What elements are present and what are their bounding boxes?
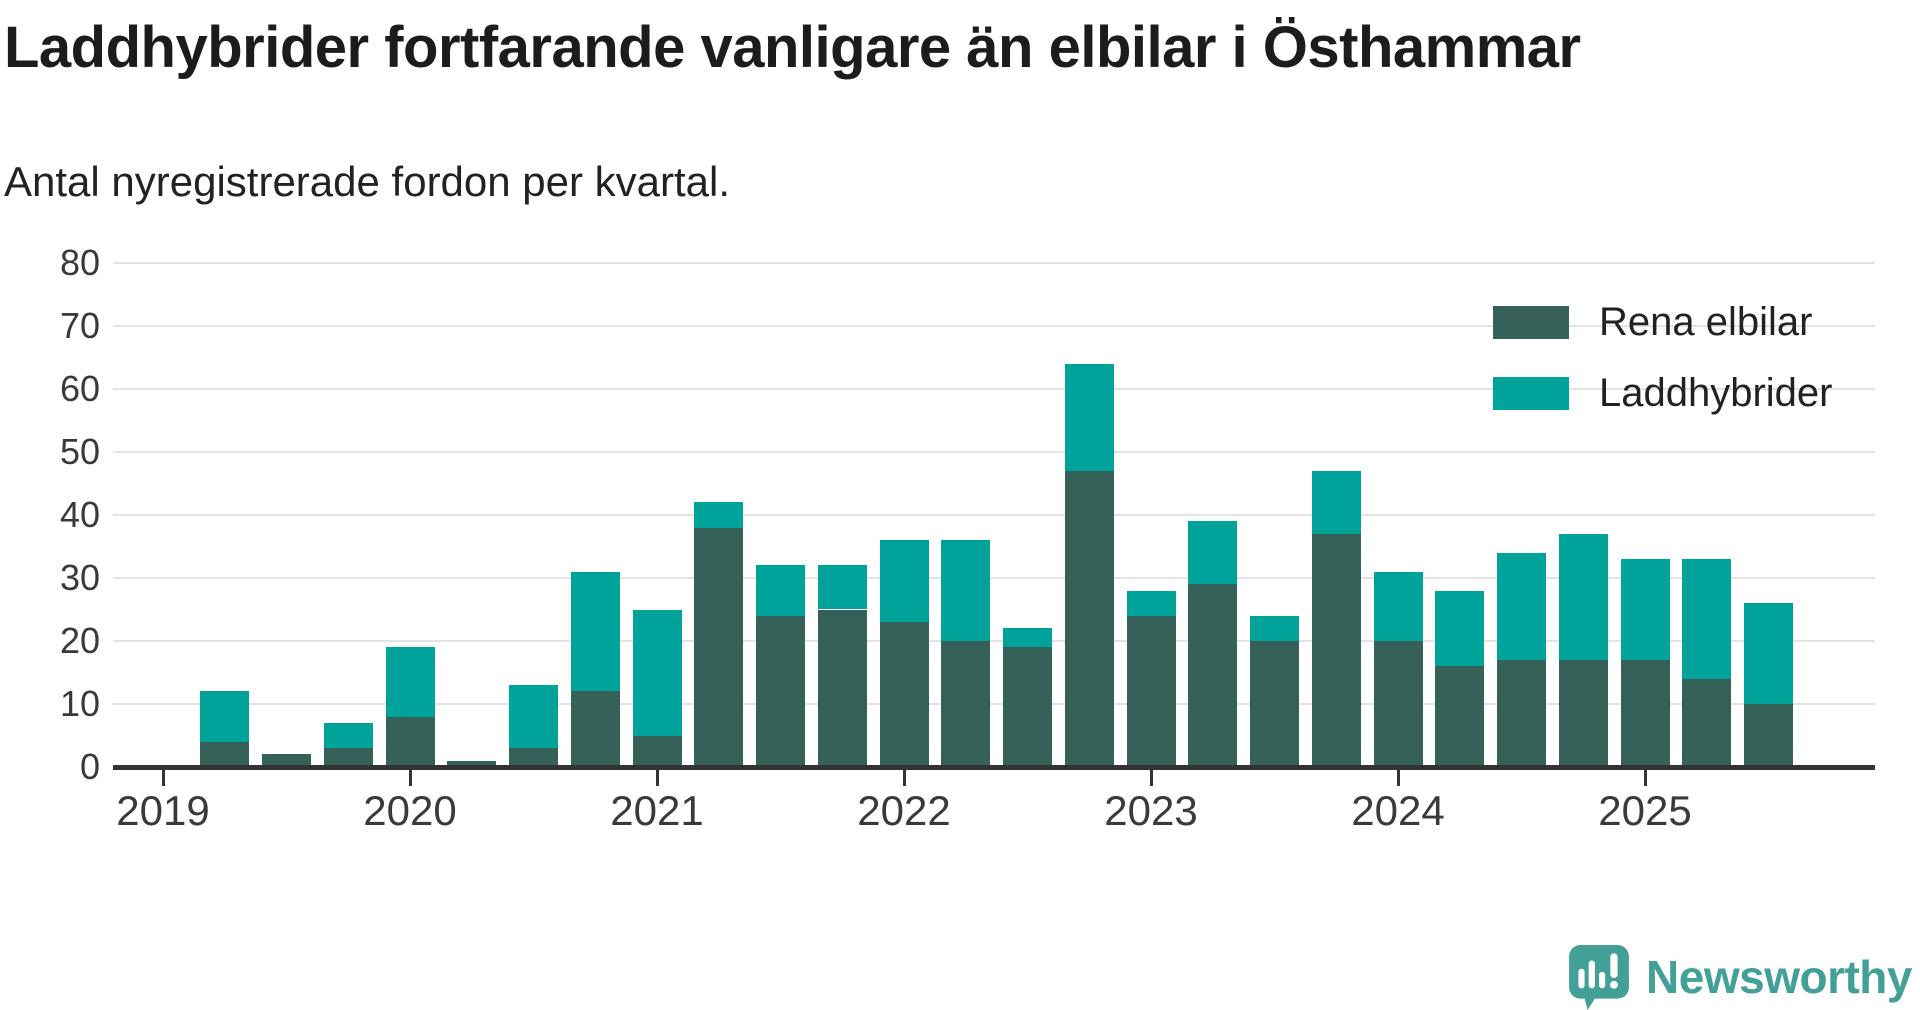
gridline-y-80 xyxy=(113,262,1875,264)
bar-2021-q2-rena-elbilar xyxy=(694,527,744,767)
bar-2020-q1-rena-elbilar xyxy=(385,716,435,767)
bar-2020-q4-laddhybrider xyxy=(570,571,620,692)
bar-2024-q4-laddhybrider xyxy=(1558,533,1608,660)
speech-bubble-bar-chart-exclamation-icon xyxy=(1569,945,1629,1010)
y-axis-tick-label: 70 xyxy=(59,305,100,346)
gridline-y-50 xyxy=(113,451,1875,453)
y-axis-tick-label: 80 xyxy=(59,242,100,283)
y-axis-tick-label: 60 xyxy=(59,368,100,409)
bar-2025-q2-laddhybrider xyxy=(1682,559,1732,679)
bar-2023-q2-rena-elbilar xyxy=(1188,584,1238,767)
bar-2025-q3-laddhybrider xyxy=(1744,603,1793,704)
x-axis-tick-2019 xyxy=(161,770,165,786)
legend-label: Rena elbilar xyxy=(1599,300,1813,344)
bar-2020-q4-rena-elbilar xyxy=(570,691,620,767)
bar-2023-q3-rena-elbilar xyxy=(1250,641,1299,767)
gridline-y-40 xyxy=(113,514,1875,516)
gridline-y-60 xyxy=(113,388,1875,390)
bar-2019-q4-rena-elbilar xyxy=(323,748,373,767)
bar-2022-q1-rena-elbilar xyxy=(879,622,929,767)
x-axis-line xyxy=(113,765,1875,770)
x-axis-year-label: 2024 xyxy=(1351,787,1445,834)
bar-2024-q2-laddhybrider xyxy=(1435,590,1485,667)
x-axis-year-label: 2019 xyxy=(116,787,210,834)
bar-2024-q4-rena-elbilar xyxy=(1558,659,1608,767)
x-axis-year-label: 2020 xyxy=(363,787,457,834)
page-subtitle: Antal nyregistrerade fordon per kvartal. xyxy=(4,158,731,205)
bar-2024-q1-laddhybrider xyxy=(1373,571,1423,641)
bar-2020-q1-laddhybrider xyxy=(385,647,435,717)
bar-2019-q2-laddhybrider xyxy=(200,691,250,742)
bar-2020-q3-laddhybrider xyxy=(509,685,558,749)
bar-2019-q3-rena-elbilar xyxy=(262,754,311,767)
bar-2021-q4-laddhybrider xyxy=(817,565,867,610)
chart-legend: Rena elbilar Laddhybrider xyxy=(1493,300,1833,442)
x-axis-tick-2020 xyxy=(408,770,412,786)
y-axis-tick-label: 40 xyxy=(59,494,100,535)
y-axis-tick-label: 20 xyxy=(59,620,100,661)
bar-2021-q3-laddhybrider xyxy=(756,565,805,616)
bar-2020-q3-rena-elbilar xyxy=(509,748,558,767)
bar-2022-q3-laddhybrider xyxy=(1003,628,1052,648)
x-axis-tick-2023 xyxy=(1149,770,1153,786)
bar-2023-q2-laddhybrider xyxy=(1188,521,1238,585)
bar-2024-q2-rena-elbilar xyxy=(1435,666,1485,767)
bar-2025-q1-laddhybrider xyxy=(1620,559,1670,660)
bar-2021-q2-laddhybrider xyxy=(694,502,744,528)
x-axis-year-label: 2022 xyxy=(857,787,951,834)
x-axis-year-label: 2025 xyxy=(1598,787,1692,834)
bar-2025-q2-rena-elbilar xyxy=(1682,678,1732,767)
bar-2025-q1-rena-elbilar xyxy=(1620,659,1670,767)
bar-2022-q1-laddhybrider xyxy=(879,540,929,623)
bar-2024-q3-rena-elbilar xyxy=(1497,659,1546,767)
bar-2022-q2-rena-elbilar xyxy=(941,641,991,767)
legend-swatch-rena-elbilar xyxy=(1493,306,1569,339)
bar-2022-q2-laddhybrider xyxy=(941,540,991,641)
bar-2023-q4-rena-elbilar xyxy=(1311,533,1361,767)
bar-2021-q1-laddhybrider xyxy=(632,609,682,736)
legend-swatch-laddhybrider xyxy=(1493,377,1569,410)
bar-2024-q1-rena-elbilar xyxy=(1373,641,1423,767)
bar-2025-q3-rena-elbilar xyxy=(1744,704,1793,767)
bar-2023-q1-laddhybrider xyxy=(1126,590,1176,616)
gridline-y-10 xyxy=(113,703,1875,705)
bar-2021-q3-rena-elbilar xyxy=(756,615,805,767)
bar-2022-q4-rena-elbilar xyxy=(1064,470,1114,767)
bar-2023-q3-laddhybrider xyxy=(1250,615,1299,641)
bar-2023-q4-laddhybrider xyxy=(1311,470,1361,534)
y-axis-tick-label: 10 xyxy=(59,683,100,724)
brand-name: Newsworthy xyxy=(1646,951,1912,1003)
legend-item-rena-elbilar: Rena elbilar xyxy=(1493,300,1833,345)
bar-2019-q4-laddhybrider xyxy=(323,722,373,749)
x-axis-tick-2022 xyxy=(902,770,906,786)
y-axis-tick-label: 50 xyxy=(59,431,100,472)
x-axis-tick-2021 xyxy=(655,770,659,786)
bar-2020-q2-rena-elbilar xyxy=(447,760,497,767)
y-axis-tick-label: 0 xyxy=(79,746,100,787)
bar-2024-q3-laddhybrider xyxy=(1497,552,1546,660)
bar-2023-q1-rena-elbilar xyxy=(1126,615,1176,767)
x-axis-year-label: 2023 xyxy=(1104,787,1198,834)
bar-2021-q1-rena-elbilar xyxy=(632,735,682,767)
bar-2022-q3-rena-elbilar xyxy=(1003,647,1052,767)
page-title: Laddhybrider fortfarande vanligare än el… xyxy=(4,15,1581,80)
newsworthy-brand: Newsworthy xyxy=(1568,944,1912,1010)
gridline-y-70 xyxy=(113,325,1875,327)
x-axis-tick-2025 xyxy=(1643,770,1647,786)
y-axis-tick-label: 30 xyxy=(59,557,100,598)
gridline-y-30 xyxy=(113,577,1875,579)
legend-label: Laddhybrider xyxy=(1599,371,1833,415)
bar-2021-q4-rena-elbilar xyxy=(817,609,867,767)
bar-2022-q4-laddhybrider xyxy=(1064,363,1114,471)
x-axis-tick-2024 xyxy=(1396,770,1400,786)
gridline-y-20 xyxy=(113,640,1875,642)
bar-2019-q2-rena-elbilar xyxy=(200,741,250,767)
legend-item-laddhybrider: Laddhybrider xyxy=(1493,371,1833,416)
x-axis-year-label: 2021 xyxy=(610,787,704,834)
